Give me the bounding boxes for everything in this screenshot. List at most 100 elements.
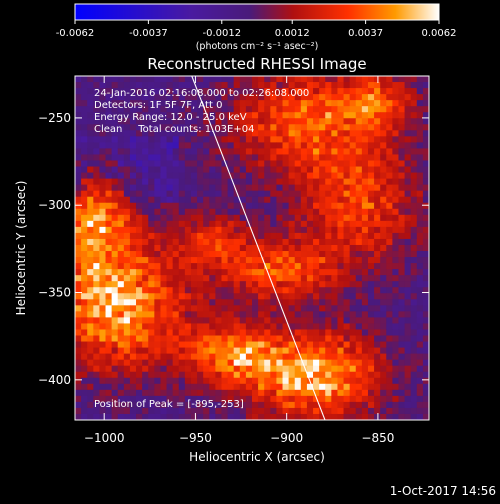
heatmap-cell [215,335,222,342]
heatmap-cell [142,257,149,264]
heatmap-cell [209,154,216,161]
heatmap-cell [75,263,82,270]
heatmap-cell [343,365,351,373]
heatmap-cell [331,166,338,173]
heatmap-cell [276,251,283,258]
heatmap-cell [245,124,253,131]
heatmap-cell [160,347,167,355]
heatmap-cell [410,275,418,282]
heatmap-cell [117,383,125,391]
heatmap-cell [416,208,424,216]
heatmap-cell [367,118,375,125]
heatmap-cell [142,154,149,161]
heatmap-cell [325,178,332,186]
heatmap-cell [416,305,424,312]
heatmap-cell [215,226,222,234]
heatmap-cell [160,413,167,420]
heatmap-cell [81,395,88,403]
heatmap-cell [99,184,106,192]
heatmap-cell [154,263,161,270]
annotation-peak-position: Position of Peak = [-895,-253] [94,399,244,410]
heatmap-cell [349,100,357,107]
heatmap-cell [313,413,320,420]
heatmap-cell [337,335,344,342]
heatmap-cell [294,263,302,270]
heatmap-cell [93,335,100,342]
heatmap-cell [184,154,192,161]
heatmap-cell [154,353,161,361]
heatmap-cell [270,383,277,391]
heatmap-cell [380,287,387,294]
heatmap-cell [306,88,314,95]
heatmap-cell [197,407,204,415]
heatmap-cell [355,202,363,210]
heatmap-cell [313,329,320,336]
heatmap-cell [319,359,326,367]
heatmap-cell [392,287,399,294]
heatmap-cell [264,214,271,222]
heatmap-cell [355,383,363,391]
heatmap-cell [276,407,283,415]
heatmap-cell [239,359,247,367]
heatmap-cell [166,178,174,186]
colorbar-tick-label: 0.0037 [348,28,383,39]
heatmap-cell [87,244,94,252]
heatmap-cell [117,305,125,312]
heatmap-cell [386,166,393,173]
heatmap-cell [337,184,344,192]
heatmap-cell [99,401,106,409]
heatmap-cell [239,82,247,89]
heatmap-cell [325,275,332,282]
heatmap-cell [294,190,302,198]
heatmap-cell [349,407,357,415]
heatmap-cell [270,281,277,288]
heatmap-cell [270,190,277,198]
heatmap-cell [319,208,326,216]
x-tick-label: −900 [270,431,303,445]
heatmap-cell [99,317,106,324]
heatmap-cell [190,106,198,113]
heatmap-cell [215,401,222,409]
heatmap-cell [337,94,344,101]
heatmap-cell [93,347,100,355]
heatmap-cell [166,148,174,155]
heatmap-cell [343,160,351,167]
heatmap-cell [245,335,253,342]
heatmap-cell [294,202,302,210]
heatmap-cell [416,395,424,403]
heatmap-cell [215,359,222,367]
heatmap-cell [300,166,308,173]
heatmap-cell [215,160,222,167]
heatmap-cell [252,341,259,348]
heatmap-cell [325,160,332,167]
heatmap-cell [129,359,137,367]
heatmap-cell [105,269,113,276]
heatmap-cell [197,112,204,119]
heatmap-cell [129,329,137,336]
heatmap-cell [123,281,131,288]
heatmap-cell [99,208,106,216]
heatmap-cell [313,263,320,270]
heatmap-cell [178,275,186,282]
heatmap-cell [392,305,399,312]
heatmap-cell [245,154,253,161]
heatmap-cell [227,166,235,173]
heatmap-cell [172,413,180,420]
heatmap-cell [111,365,119,373]
heatmap-cell [197,317,204,324]
heatmap-cell [337,118,344,125]
heatmap-cell [184,377,192,385]
heatmap-cell [221,305,228,312]
heatmap-cell [81,94,88,101]
heatmap-cell [361,281,369,288]
heatmap-cell [355,335,363,342]
heatmap-cell [416,353,424,361]
heatmap-cell [270,166,277,173]
heatmap-cell [117,251,125,258]
heatmap-cell [227,232,235,240]
heatmap-cell [367,335,375,342]
heatmap-cell [282,160,290,167]
heatmap-cell [380,232,387,240]
heatmap-cell [374,389,381,397]
